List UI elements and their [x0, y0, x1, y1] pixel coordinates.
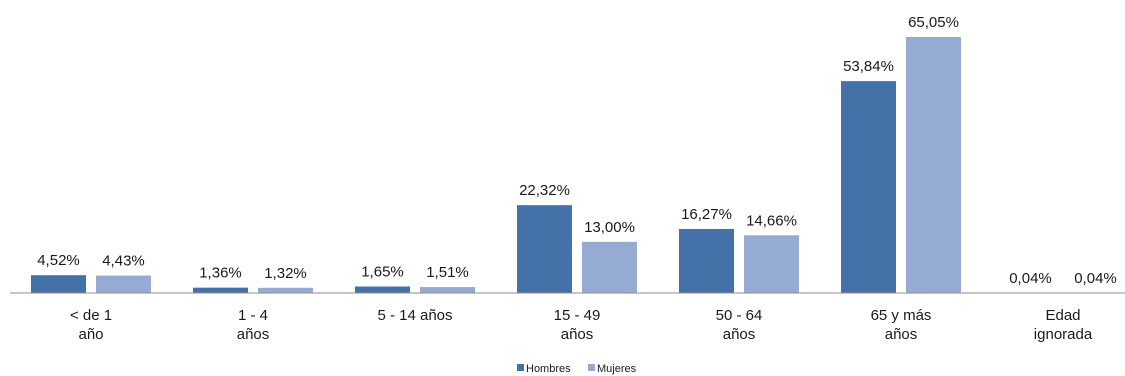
value-label-mujeres-1: 1,32% [264, 265, 307, 282]
legend-swatch-mujeres [588, 364, 595, 371]
category-label-2: 5 - 14 años [377, 307, 452, 324]
value-label-mujeres-4: 14,66% [746, 212, 797, 229]
value-label-mujeres-0: 4,43% [102, 253, 145, 270]
bar-hombres-0 [31, 275, 86, 293]
legend-label-mujeres: Mujeres [597, 363, 637, 375]
bars-group [31, 37, 1123, 294]
category-label-4-line-1: años [723, 326, 756, 343]
value-label-mujeres-3: 13,00% [584, 219, 635, 236]
value-label-hombres-0: 4,52% [37, 252, 80, 269]
category-label-3-line-1: años [561, 326, 594, 343]
bar-hombres-5 [841, 81, 896, 294]
category-label-6-line-0: Edad [1045, 307, 1080, 324]
bar-mujeres-0 [96, 275, 151, 293]
category-label-4-line-0: 50 - 64 [716, 307, 763, 324]
category-label-0-line-1: año [78, 326, 103, 343]
category-label-1-line-1: años [237, 326, 270, 343]
bar-hombres-4 [679, 228, 734, 293]
category-label-0-line-0: < de 1 [70, 307, 112, 324]
value-label-hombres-4: 16,27% [681, 206, 732, 223]
value-label-mujeres-2: 1,51% [426, 264, 469, 281]
bar-hombres-2 [355, 286, 410, 293]
value-label-mujeres-5: 65,05% [908, 14, 959, 31]
category-label-5-line-1: años [885, 326, 918, 343]
bar-hombres-1 [193, 287, 248, 293]
value-label-hombres-1: 1,36% [199, 265, 242, 282]
bar-hombres-3 [517, 205, 572, 293]
bar-mujeres-5 [906, 37, 961, 293]
value-label-hombres-2: 1,65% [361, 264, 404, 281]
category-label-1-line-0: 1 - 4 [238, 307, 268, 324]
bar-mujeres-2 [420, 287, 475, 293]
category-labels-group: < de 1 año 1 - 4 años 5 - 14 años 15 - 49 años… [70, 307, 1093, 343]
legend-label-hombres: Hombres [526, 363, 571, 375]
category-label-5-line-0: 65 y más [871, 307, 932, 324]
legend-swatch-hombres [517, 364, 524, 371]
value-label-hombres-6: 0,04% [1009, 270, 1052, 287]
value-label-mujeres-6: 0,04% [1074, 270, 1117, 287]
value-labels-group: 4,52% 4,43% 1,36% 1,32% 1,65% 1,51% 22,32% 13,0… [37, 14, 1117, 287]
value-label-hombres-5: 53,84% [843, 58, 894, 75]
bar-mujeres-4 [744, 235, 799, 293]
category-label-3-line-0: 15 - 49 [554, 307, 601, 324]
bar-mujeres-3 [582, 241, 637, 293]
bar-mujeres-1 [258, 287, 313, 293]
category-label-6-line-1: ignorada [1034, 326, 1093, 343]
value-label-hombres-3: 22,32% [519, 182, 570, 199]
legend: Hombres Mujeres [517, 363, 637, 375]
